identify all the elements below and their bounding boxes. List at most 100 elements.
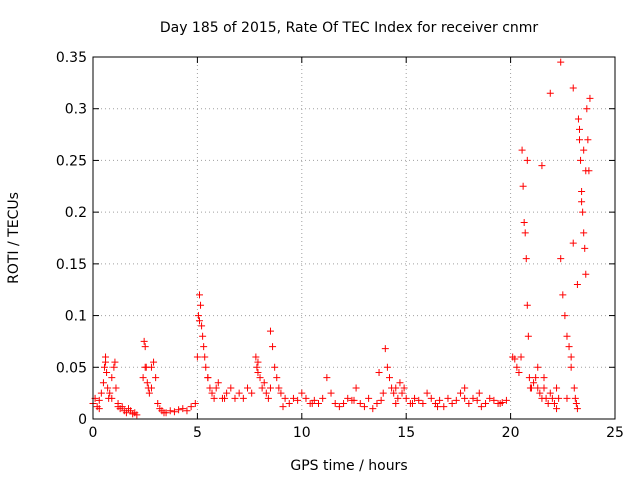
data-point bbox=[553, 384, 561, 392]
data-point bbox=[580, 229, 588, 237]
x-tick-label: 25 bbox=[606, 425, 624, 441]
data-point bbox=[502, 396, 510, 404]
data-point bbox=[530, 379, 538, 387]
data-point bbox=[579, 208, 587, 216]
data-point bbox=[582, 167, 590, 175]
plot-frame bbox=[92, 56, 616, 420]
data-point bbox=[427, 394, 435, 402]
data-point bbox=[111, 358, 119, 366]
data-point bbox=[308, 399, 316, 407]
data-point bbox=[572, 399, 580, 407]
data-point bbox=[540, 374, 548, 382]
data-point bbox=[448, 399, 456, 407]
data-point bbox=[264, 394, 272, 402]
data-point bbox=[461, 394, 469, 402]
data-point bbox=[100, 363, 108, 371]
data-point bbox=[200, 343, 208, 351]
data-point bbox=[465, 399, 473, 407]
data-point bbox=[145, 389, 153, 397]
data-point bbox=[110, 363, 118, 371]
data-point bbox=[271, 363, 279, 371]
data-point bbox=[523, 301, 531, 309]
data-point bbox=[95, 405, 103, 413]
data-point bbox=[375, 368, 383, 376]
data-point bbox=[456, 389, 464, 397]
data-point bbox=[206, 384, 214, 392]
y-tick-label: 0 bbox=[78, 412, 87, 428]
data-point bbox=[379, 389, 387, 397]
data-point bbox=[400, 384, 408, 392]
data-point bbox=[344, 394, 352, 402]
data-point bbox=[563, 332, 571, 340]
data-point bbox=[496, 399, 504, 407]
data-point bbox=[212, 384, 220, 392]
data-point bbox=[398, 389, 406, 397]
data-point bbox=[133, 411, 141, 419]
data-point bbox=[518, 146, 526, 154]
data-point bbox=[423, 389, 431, 397]
data-point bbox=[195, 317, 203, 325]
x-tick-label: 10 bbox=[293, 425, 311, 441]
data-point bbox=[569, 239, 577, 247]
x-tick-label: 15 bbox=[397, 425, 415, 441]
data-point bbox=[557, 58, 565, 66]
data-point bbox=[227, 384, 235, 392]
data-point bbox=[327, 389, 335, 397]
data-point bbox=[256, 374, 264, 382]
data-point bbox=[275, 384, 283, 392]
data-point bbox=[198, 322, 206, 330]
data-point bbox=[350, 396, 358, 404]
data-point bbox=[569, 84, 577, 92]
data-point bbox=[152, 374, 160, 382]
data-point bbox=[202, 363, 210, 371]
data-point bbox=[160, 409, 168, 417]
data-point bbox=[122, 409, 130, 417]
data-point bbox=[221, 394, 229, 402]
y-tick-label: 0.3 bbox=[65, 102, 87, 118]
data-point bbox=[578, 187, 586, 195]
data-point bbox=[154, 399, 162, 407]
data-point bbox=[253, 363, 261, 371]
x-tick-label: 5 bbox=[193, 425, 202, 441]
grid-lines bbox=[93, 57, 615, 419]
y-tick-label: 0.35 bbox=[56, 50, 87, 66]
x-tick-label: 20 bbox=[502, 425, 520, 441]
data-point bbox=[150, 358, 158, 366]
data-point bbox=[436, 396, 444, 404]
x-tick-label: 0 bbox=[89, 425, 98, 441]
data-point bbox=[452, 396, 460, 404]
data-point bbox=[482, 399, 490, 407]
data-point bbox=[365, 394, 373, 402]
data-point bbox=[408, 399, 416, 407]
data-point bbox=[511, 355, 519, 363]
data-point bbox=[573, 405, 581, 413]
data-point bbox=[208, 389, 216, 397]
data-point bbox=[369, 405, 377, 413]
x-tick-labels: 0 5 10 15 20 25 bbox=[89, 425, 624, 441]
data-point bbox=[254, 368, 262, 376]
data-point bbox=[195, 291, 203, 299]
data-point bbox=[524, 332, 532, 340]
data-point bbox=[461, 384, 469, 392]
data-point bbox=[191, 399, 199, 407]
data-point bbox=[396, 379, 404, 387]
data-point bbox=[536, 389, 544, 397]
data-point bbox=[525, 374, 533, 382]
data-point bbox=[394, 394, 402, 402]
data-point bbox=[356, 399, 364, 407]
data-point bbox=[331, 399, 339, 407]
data-point bbox=[143, 379, 151, 387]
data-point bbox=[273, 374, 281, 382]
data-point bbox=[277, 389, 285, 397]
y-tick-label: 0.2 bbox=[65, 205, 87, 221]
data-point bbox=[561, 312, 569, 320]
data-point bbox=[147, 363, 155, 371]
data-point bbox=[559, 291, 567, 299]
data-point bbox=[139, 374, 147, 382]
data-point bbox=[486, 394, 494, 402]
data-point bbox=[141, 343, 149, 351]
data-point bbox=[555, 394, 563, 402]
data-point bbox=[266, 384, 274, 392]
data-point bbox=[581, 244, 589, 252]
data-point bbox=[571, 394, 579, 402]
